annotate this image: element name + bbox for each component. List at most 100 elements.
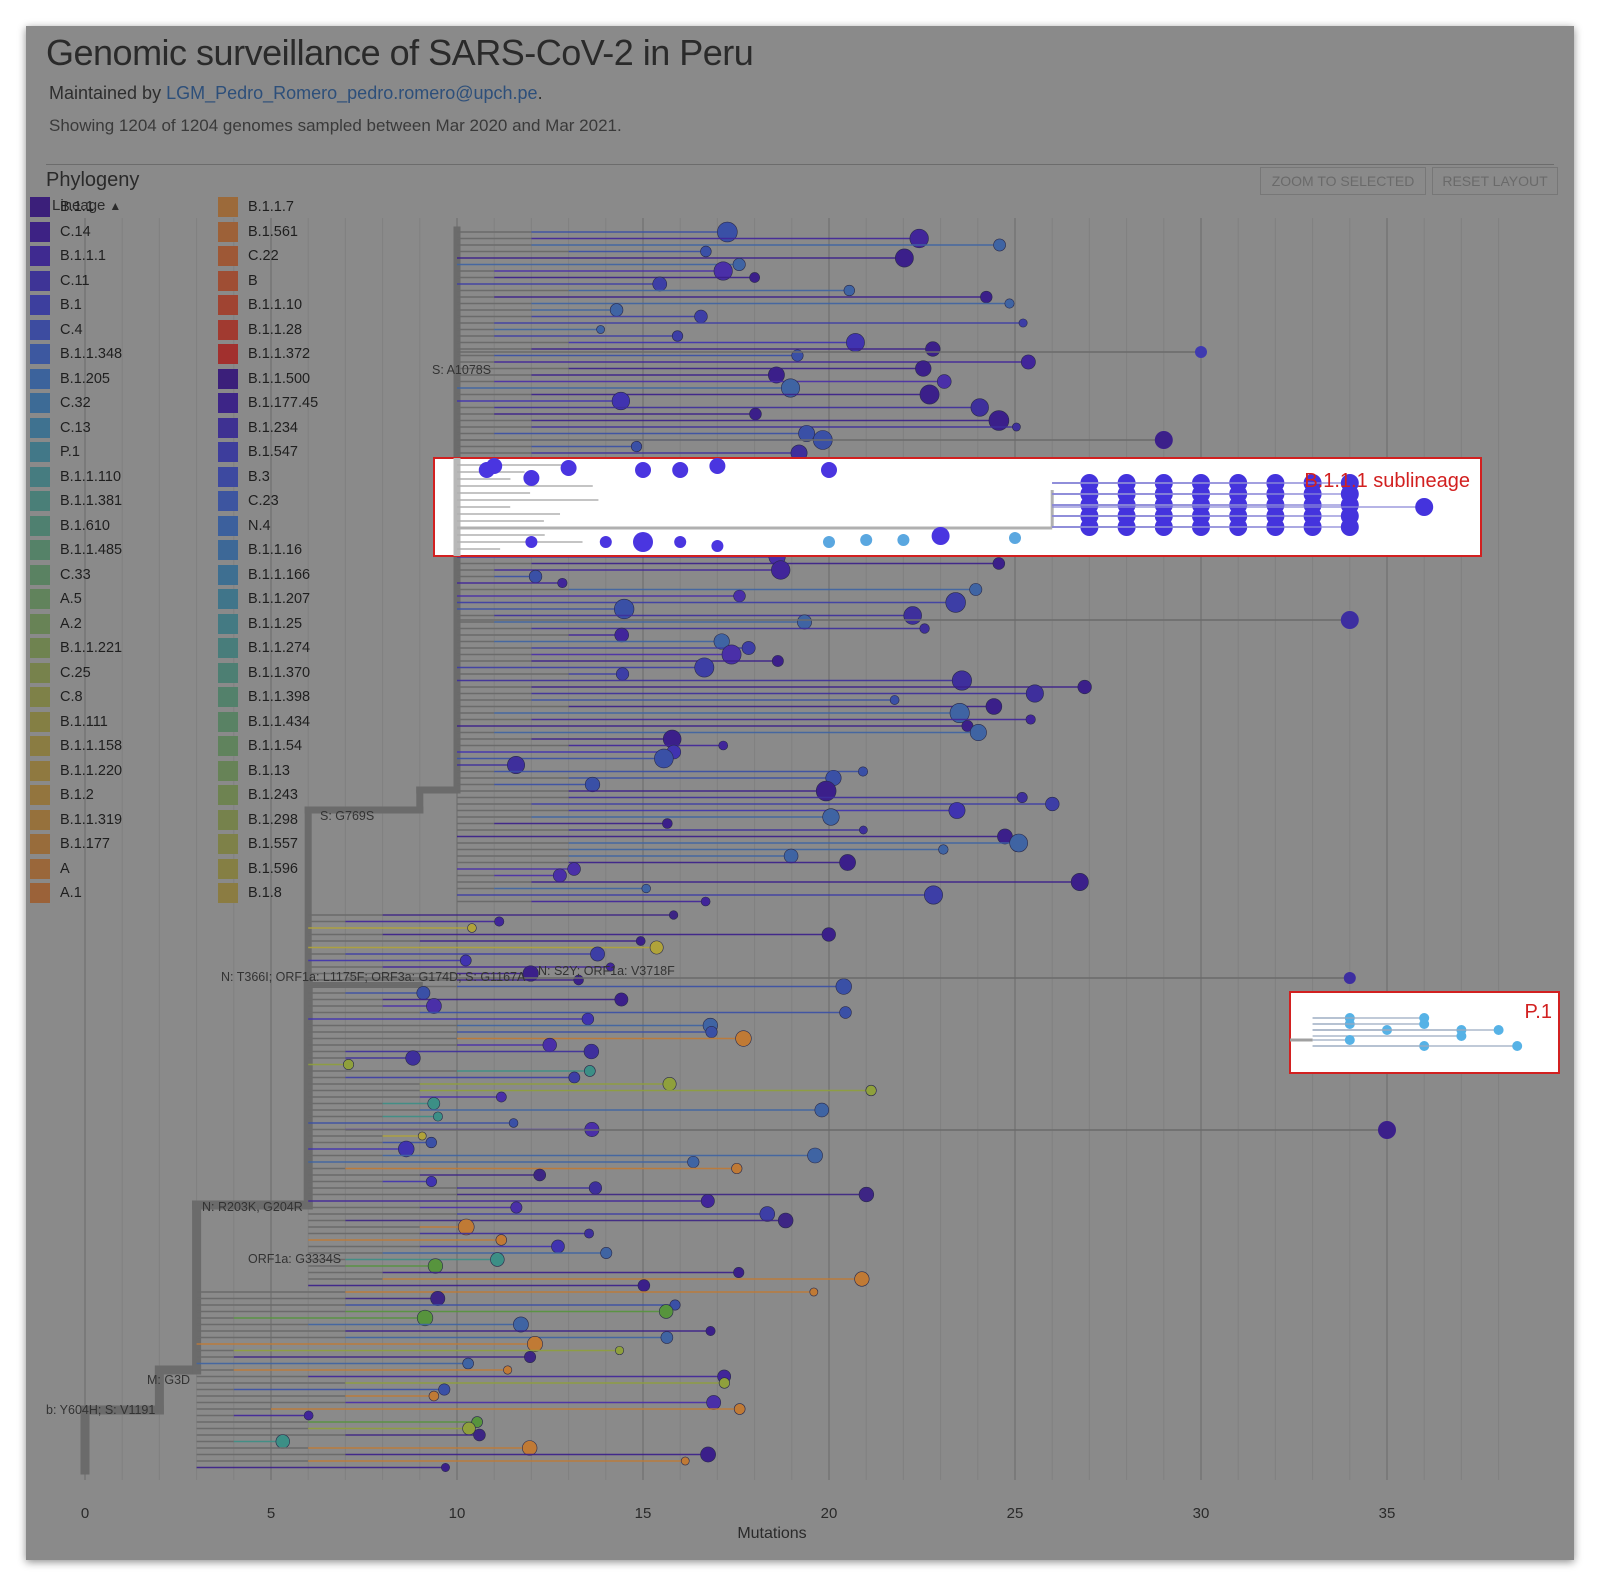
- tip-node[interactable]: [462, 1357, 474, 1370]
- tip-node[interactable]: [925, 341, 941, 357]
- tip-node[interactable]: [1343, 972, 1356, 984]
- tip-node[interactable]: [924, 885, 943, 905]
- tip-node[interactable]: [919, 623, 930, 634]
- tip-node[interactable]: [542, 1037, 557, 1053]
- tip-node[interactable]: [652, 276, 668, 292]
- tip-node[interactable]: [581, 1012, 595, 1026]
- tip-node[interactable]: [1009, 833, 1028, 853]
- tip-node[interactable]: [865, 1084, 877, 1097]
- tip-node[interactable]: [980, 290, 993, 304]
- tip-node[interactable]: [843, 284, 855, 297]
- tip-node[interactable]: [473, 1428, 486, 1442]
- tip-node[interactable]: [633, 532, 653, 552]
- tip-node[interactable]: [915, 360, 932, 377]
- tip-node[interactable]: [590, 946, 605, 962]
- tip-node[interactable]: [687, 1155, 700, 1169]
- tip-node[interactable]: [903, 606, 922, 625]
- tip-node[interactable]: [1195, 346, 1207, 358]
- tip-node[interactable]: [718, 740, 729, 751]
- tip-node[interactable]: [557, 577, 568, 589]
- tip-node[interactable]: [835, 978, 852, 995]
- tip-node[interactable]: [584, 776, 601, 793]
- tip-node[interactable]: [1340, 611, 1359, 629]
- tip-node[interactable]: [717, 221, 738, 243]
- tip-node[interactable]: [275, 1434, 290, 1449]
- tip-node[interactable]: [807, 1147, 823, 1164]
- tip-node[interactable]: [839, 1006, 852, 1019]
- tip-node[interactable]: [614, 1345, 625, 1356]
- tip-node[interactable]: [854, 1271, 870, 1287]
- legend-toggle[interactable]: Lineage ▲: [52, 197, 121, 214]
- tip-node[interactable]: [303, 1410, 314, 1421]
- tip-node[interactable]: [1456, 1031, 1467, 1041]
- tip-node[interactable]: [599, 536, 612, 548]
- tip-node[interactable]: [486, 458, 503, 474]
- tip-node[interactable]: [741, 641, 756, 655]
- tip-node[interactable]: [425, 1136, 437, 1149]
- tip-node[interactable]: [588, 1181, 603, 1195]
- tip-node[interactable]: [948, 802, 966, 819]
- tip-node[interactable]: [700, 245, 712, 258]
- tip-node[interactable]: [508, 1118, 519, 1128]
- tip-node[interactable]: [426, 998, 442, 1014]
- tip-node[interactable]: [495, 1234, 508, 1246]
- tip-node[interactable]: [658, 1304, 674, 1319]
- tip-node[interactable]: [732, 258, 746, 271]
- tip-node[interactable]: [494, 916, 505, 927]
- tip-node[interactable]: [713, 633, 730, 650]
- tip-node[interactable]: [731, 1162, 743, 1175]
- tip-node[interactable]: [430, 1291, 446, 1306]
- tip-node[interactable]: [771, 655, 784, 667]
- tip-node[interactable]: [798, 425, 816, 442]
- tip-node[interactable]: [1070, 873, 1089, 891]
- tip-node[interactable]: [936, 374, 952, 389]
- tip-node[interactable]: [1025, 684, 1044, 703]
- tip-node[interactable]: [1018, 318, 1028, 328]
- tip-node[interactable]: [949, 702, 970, 724]
- tip-node[interactable]: [1004, 298, 1015, 309]
- tip-node[interactable]: [1009, 532, 1021, 544]
- tip-node[interactable]: [630, 440, 643, 453]
- tip-node[interactable]: [733, 589, 746, 603]
- tip-node[interactable]: [526, 1336, 543, 1352]
- tip-node[interactable]: [909, 228, 929, 249]
- tip-node[interactable]: [733, 1403, 746, 1415]
- tip-node[interactable]: [584, 1065, 596, 1077]
- tip-node[interactable]: [433, 1111, 443, 1122]
- tip-node[interactable]: [615, 667, 630, 681]
- tip-node[interactable]: [567, 862, 581, 876]
- tip-node[interactable]: [1378, 1121, 1396, 1139]
- tip-node[interactable]: [821, 927, 836, 942]
- tip-node[interactable]: [1016, 792, 1028, 803]
- tip-node[interactable]: [809, 1287, 819, 1297]
- tip-node[interactable]: [1154, 431, 1173, 449]
- tip-node[interactable]: [815, 780, 837, 802]
- tip-node[interactable]: [398, 1140, 415, 1158]
- tip-node[interactable]: [416, 1309, 434, 1327]
- tip-node[interactable]: [438, 1383, 451, 1396]
- tip-node[interactable]: [507, 756, 526, 774]
- tip-node[interactable]: [496, 1091, 507, 1103]
- tip-node[interactable]: [735, 1030, 752, 1047]
- tip-node[interactable]: [614, 992, 629, 1007]
- tip-node[interactable]: [524, 1351, 537, 1363]
- tip-node[interactable]: [614, 627, 629, 643]
- tip-node[interactable]: [654, 748, 674, 769]
- tip-node[interactable]: [417, 1131, 427, 1141]
- tip-node[interactable]: [583, 1043, 600, 1060]
- tip-node[interactable]: [637, 1279, 651, 1292]
- tip-node[interactable]: [503, 1365, 513, 1375]
- tip-node[interactable]: [672, 462, 689, 478]
- tip-node[interactable]: [919, 384, 940, 405]
- tip-node[interactable]: [1512, 1041, 1523, 1051]
- tip-node[interactable]: [611, 391, 631, 411]
- tip-node[interactable]: [680, 1456, 690, 1466]
- tip-node[interactable]: [584, 1228, 594, 1239]
- tip-node[interactable]: [969, 724, 987, 741]
- tip-node[interactable]: [425, 1175, 437, 1188]
- tip-node[interactable]: [993, 238, 1006, 252]
- tip-node[interactable]: [985, 698, 1003, 715]
- tip-node[interactable]: [771, 560, 791, 580]
- tip-node[interactable]: [605, 962, 615, 972]
- tip-node[interactable]: [1012, 422, 1021, 432]
